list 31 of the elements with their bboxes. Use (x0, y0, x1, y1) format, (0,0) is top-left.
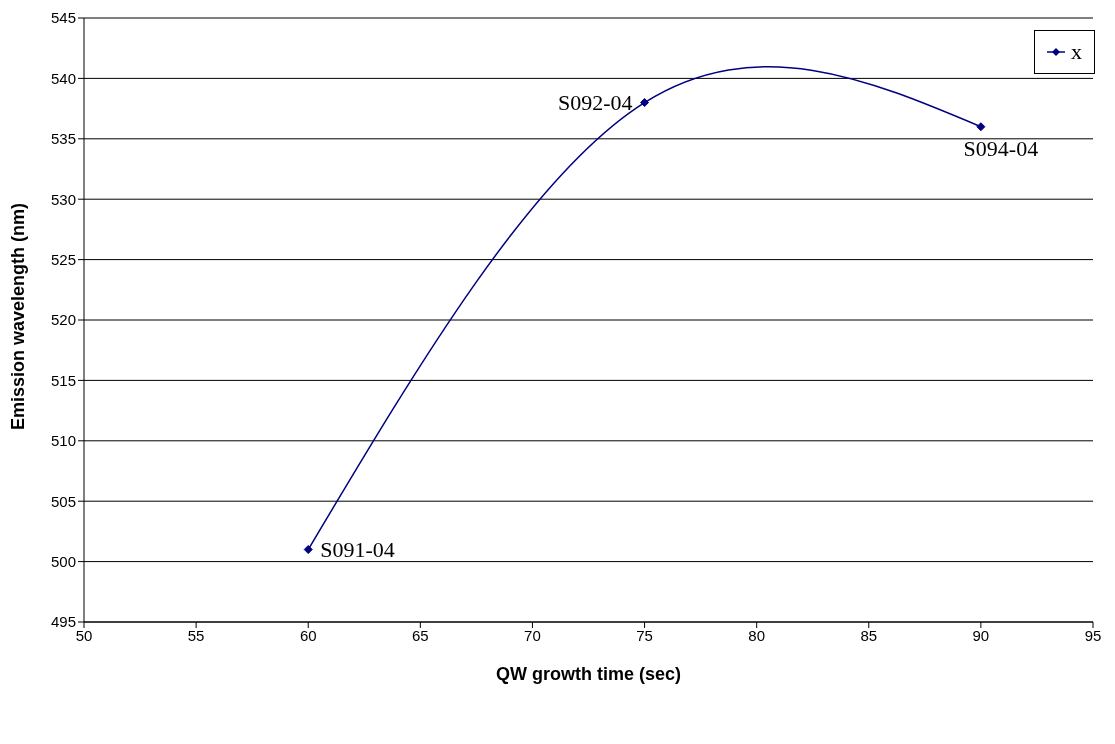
y-tick-label: 505 (50, 492, 76, 510)
annotation: S094-04 (963, 136, 1039, 162)
point (976, 122, 986, 132)
x-tick-label: 80 (748, 626, 766, 644)
x-tick-label: 95 (1084, 626, 1102, 644)
y-tick-label: 520 (50, 311, 76, 329)
y-tick-label: 495 (50, 613, 76, 631)
x-axis-title: QW growth time (sec) (495, 664, 682, 684)
x-tick-label: 55 (187, 626, 205, 644)
legend-box: x (1034, 30, 1095, 74)
y-tick-label: 535 (50, 130, 76, 148)
y-axis-title: Emission wavelength (nm) (8, 202, 29, 430)
x-tick-label: 60 (299, 626, 317, 644)
y-tick-label: 545 (50, 9, 76, 27)
x-tick-label: 85 (860, 626, 878, 644)
y-tick-label: 515 (50, 371, 76, 389)
x-tick-label: 70 (524, 626, 541, 644)
annotation: S091-04 (320, 537, 395, 563)
y-tick-label: 530 (50, 190, 76, 208)
x-tick-label: 50 (75, 626, 93, 644)
x-tick-label: 90 (972, 626, 990, 644)
y-tick-label: 510 (50, 432, 76, 450)
y-tick-label: 500 (50, 552, 76, 570)
x-tick-label: 65 (411, 626, 429, 644)
point (303, 545, 313, 555)
x-tick-label: 75 (636, 626, 653, 644)
point (640, 98, 650, 108)
legend-label: x (1070, 39, 1082, 65)
annotation: S092-04 (557, 90, 633, 116)
y-tick-label: 525 (50, 250, 76, 268)
y-tick-label: 540 (50, 69, 76, 87)
